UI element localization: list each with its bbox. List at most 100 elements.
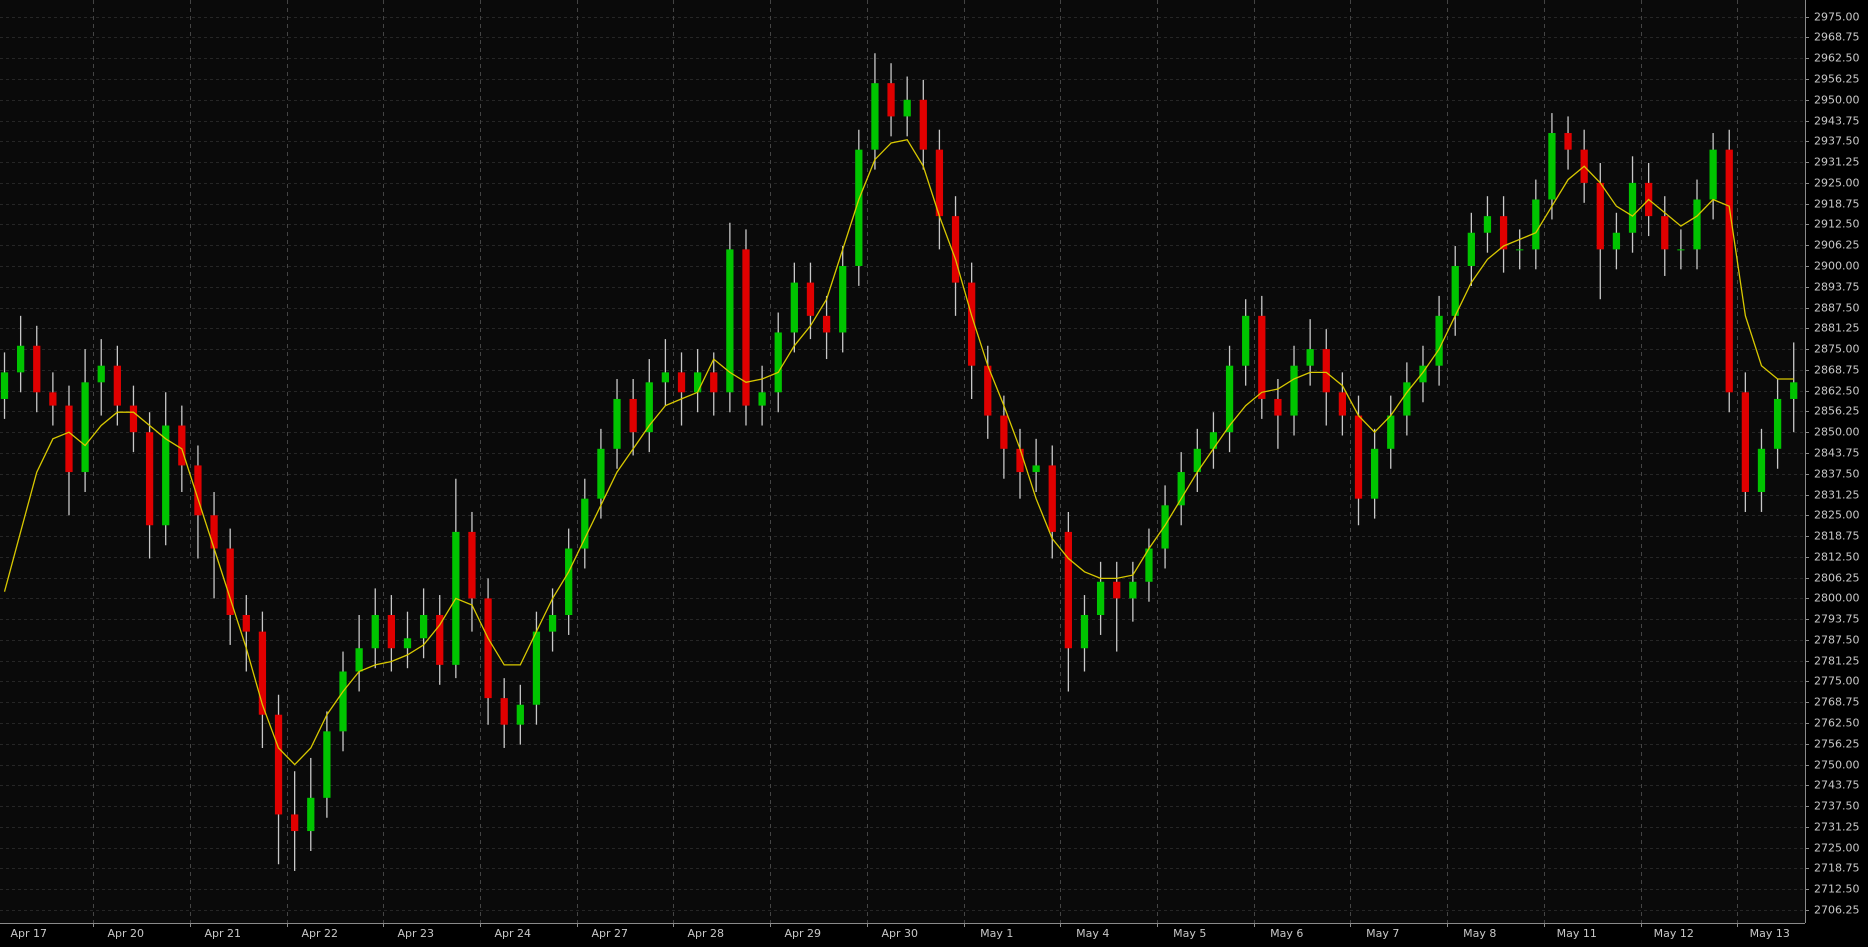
candle-body	[1177, 472, 1185, 506]
y-tick-label: 2837.50	[1814, 468, 1860, 481]
candle-body	[935, 149, 944, 217]
y-tick-label: 2862.50	[1814, 385, 1860, 398]
candle-body	[1499, 216, 1508, 250]
candle-body	[291, 814, 299, 832]
candle-body	[274, 714, 283, 815]
candle-body	[1129, 581, 1137, 599]
candle-body	[1000, 415, 1008, 449]
candle-body	[645, 382, 653, 433]
y-tick-label: 2843.75	[1814, 447, 1860, 460]
candle-body	[1628, 182, 1637, 233]
x-tick-label: Apr 17	[10, 927, 47, 940]
y-tick-label: 2850.00	[1814, 426, 1860, 439]
candle-body	[1274, 398, 1282, 416]
y-tick-label: 2943.75	[1814, 115, 1860, 128]
candle-body	[178, 425, 186, 466]
candle-body	[1725, 149, 1733, 393]
candle-body	[597, 448, 605, 499]
candle-body	[565, 548, 573, 616]
candle-body	[0, 372, 9, 399]
candle-body	[17, 345, 25, 373]
x-tick-label: Apr 30	[881, 927, 918, 940]
x-tick-label: May 8	[1463, 927, 1496, 940]
candle-body	[1145, 548, 1153, 582]
candle-body	[887, 83, 895, 117]
candle-body	[500, 698, 508, 725]
candle-body	[871, 83, 879, 150]
candle-body	[694, 372, 702, 393]
y-tick-label: 2912.50	[1814, 218, 1860, 231]
candle-body	[1387, 415, 1395, 449]
x-tick-label: Apr 23	[397, 927, 434, 940]
candle-body	[113, 365, 121, 406]
candle-body	[145, 432, 154, 526]
candle-body	[242, 615, 250, 632]
y-tick-label: 2931.25	[1814, 156, 1860, 169]
candles	[0, 53, 1798, 871]
y-tick-label: 2737.50	[1814, 800, 1860, 813]
candle-body	[323, 731, 331, 798]
y-tick-label: 2706.25	[1814, 904, 1860, 917]
candle-body	[33, 345, 41, 393]
x-tick-label: May 6	[1270, 927, 1303, 940]
x-tick-label: May 11	[1557, 927, 1597, 940]
y-tick-label: 2756.25	[1814, 738, 1860, 751]
y-tick-label: 2775.00	[1814, 675, 1860, 688]
candle-body	[1483, 216, 1492, 233]
candle-body	[984, 365, 992, 416]
candle-body	[516, 704, 524, 725]
y-tick-label: 2956.25	[1814, 73, 1860, 86]
candle-body	[1403, 382, 1411, 416]
y-tick-label: 2812.50	[1814, 551, 1860, 564]
candle-body	[162, 425, 170, 526]
y-tick-label: 2781.25	[1814, 655, 1860, 668]
x-tick-label: Apr 24	[494, 927, 531, 940]
candle-body	[1677, 249, 1685, 251]
y-tick-label: 2881.25	[1814, 322, 1860, 335]
candle-body	[1258, 315, 1266, 399]
candle-body	[548, 615, 557, 632]
x-tick-label: May 1	[980, 927, 1013, 940]
y-tick-label: 2962.50	[1814, 52, 1860, 65]
y-tick-label: 2825.00	[1814, 509, 1860, 522]
plot-area	[0, 0, 1805, 923]
candle-body	[1096, 581, 1105, 616]
candle-body	[339, 671, 347, 732]
x-tick-label: May 13	[1750, 927, 1790, 940]
y-tick-label: 2875.00	[1814, 343, 1860, 356]
candle-body	[468, 531, 476, 599]
candle-body	[226, 548, 234, 616]
candle-body	[951, 216, 960, 283]
y-tick-label: 2906.25	[1814, 239, 1860, 252]
candle-body	[49, 392, 57, 406]
y-tick-label: 2718.75	[1814, 862, 1860, 875]
candle-body	[81, 382, 89, 473]
y-tick-label: 2868.75	[1814, 364, 1860, 377]
candle-body	[1016, 448, 1024, 473]
candle-body	[1548, 133, 1556, 200]
x-tick-label: Apr 22	[301, 927, 338, 940]
candle-body	[726, 249, 734, 393]
candle-body	[629, 398, 637, 433]
candle-body	[403, 638, 412, 649]
candle-body	[1080, 615, 1089, 649]
candle-body	[1161, 505, 1169, 549]
candle-body	[65, 405, 73, 473]
candle-body	[1451, 265, 1459, 316]
candle-body	[1064, 531, 1072, 649]
x-tick-label: Apr 21	[204, 927, 241, 940]
candle-body	[387, 615, 395, 649]
candle-body	[1290, 365, 1298, 416]
moving-average-line	[3, 138, 1794, 766]
candle-body	[1242, 315, 1250, 366]
candle-body	[1032, 465, 1040, 473]
candle-body	[1709, 149, 1717, 200]
candle-body	[758, 392, 766, 406]
candle-body	[210, 515, 218, 549]
y-tick-label: 2818.75	[1814, 530, 1860, 543]
candle-body	[790, 282, 798, 333]
y-tick-label: 2768.75	[1814, 696, 1860, 709]
candle-body	[307, 797, 315, 832]
